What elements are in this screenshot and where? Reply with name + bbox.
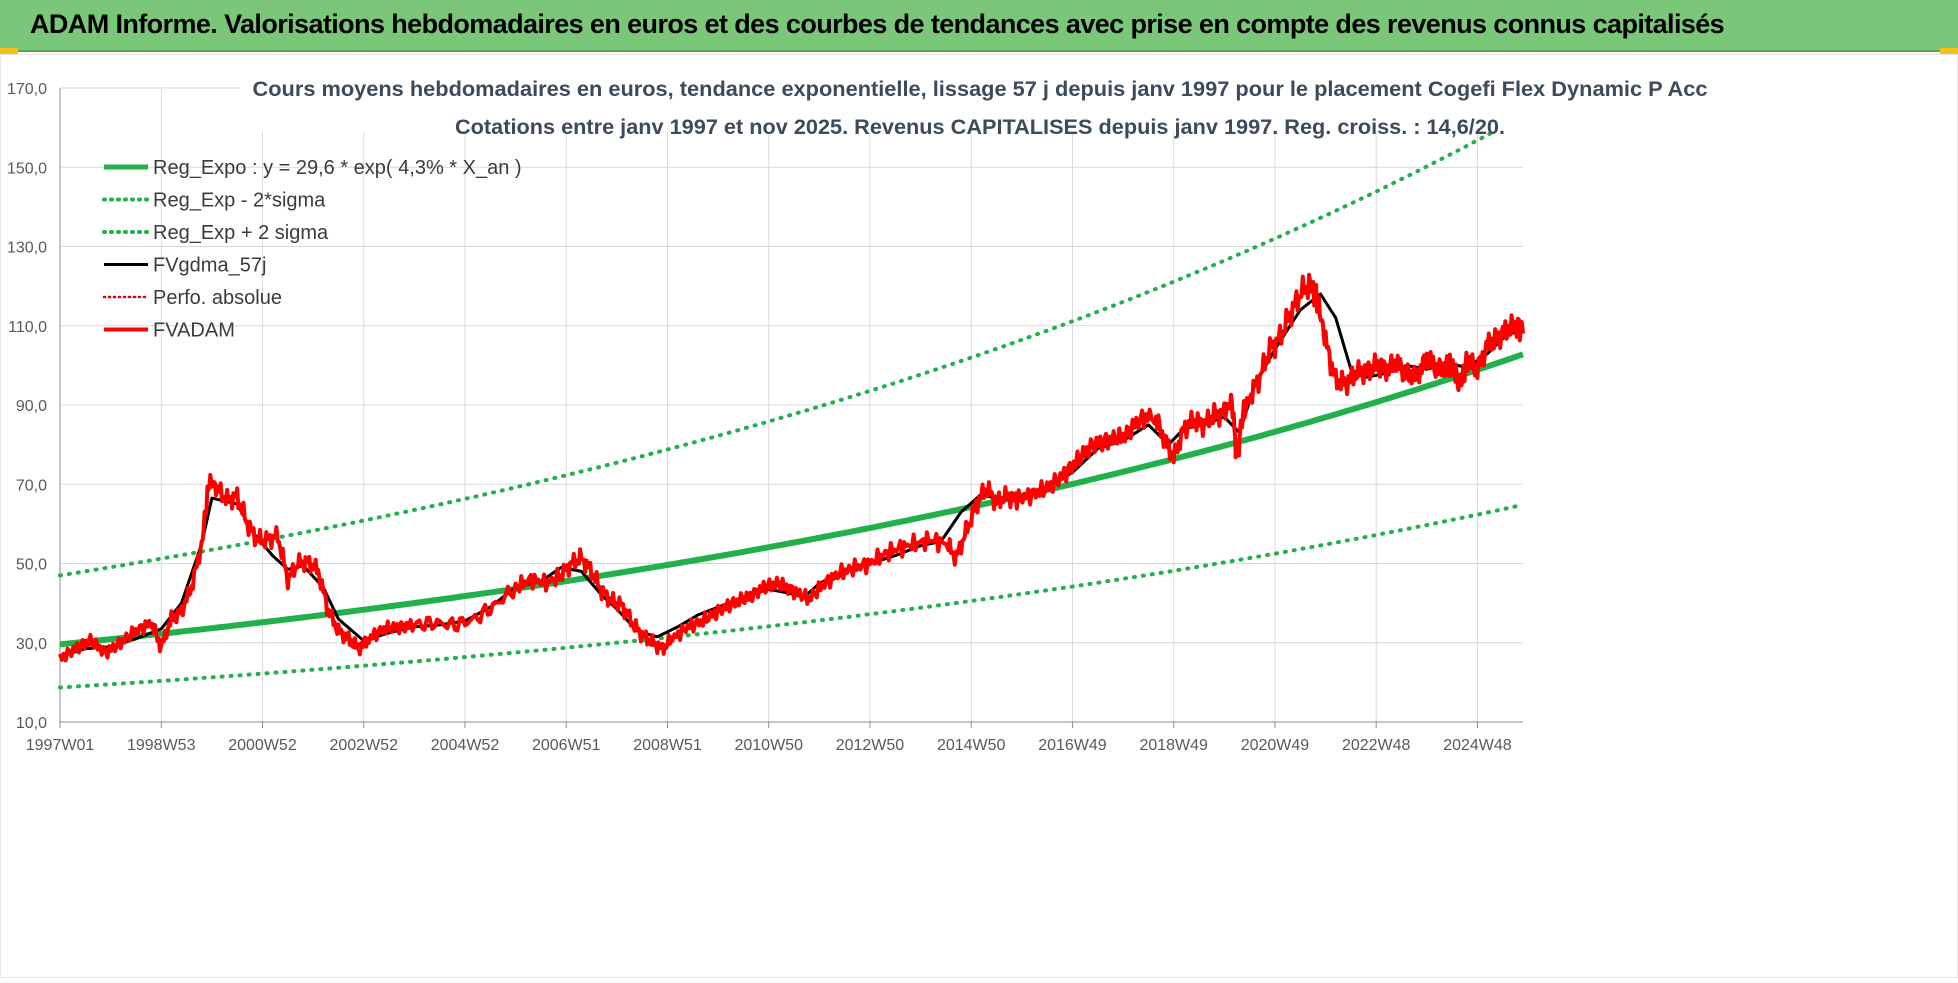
x-tick-label: 1997W01 xyxy=(26,737,95,754)
x-tick-label: 2012W50 xyxy=(836,737,905,754)
legend-item[interactable]: Reg_Exp - 2*sigma xyxy=(102,190,326,212)
legend-label: Reg_Exp + 2 sigma xyxy=(153,222,329,244)
series-reg-expo xyxy=(59,351,1524,648)
legend[interactable]: Reg_Expo : y = 29,6 * exp( 4,3% * X_an )… xyxy=(102,157,522,342)
x-tick-label: 2008W51 xyxy=(633,737,702,754)
x-tick-label: 2016W49 xyxy=(1038,737,1107,754)
legend-item[interactable]: Reg_Expo : y = 29,6 * exp( 4,3% * X_an ) xyxy=(104,157,522,179)
y-tick-label: 150,0 xyxy=(7,160,47,177)
y-tick-label: 70,0 xyxy=(16,477,47,494)
banner: ADAM Informe. Valorisations hebdomadaire… xyxy=(0,0,1958,52)
x-tick-label: 2018W49 xyxy=(1139,737,1208,754)
x-tick-label: 2020W49 xyxy=(1241,737,1310,754)
series-reg-minus-2sigma xyxy=(58,502,1525,690)
x-tick-label: 2002W52 xyxy=(329,737,398,754)
legend-item[interactable]: Reg_Exp + 2 sigma xyxy=(102,222,329,244)
y-tick-label: 30,0 xyxy=(16,636,47,653)
legend-label: FVgdma_57j xyxy=(153,255,266,277)
corner-marker-left xyxy=(0,48,18,54)
legend-label: Reg_Exp - 2*sigma xyxy=(153,190,326,212)
y-tick-label: 90,0 xyxy=(16,398,47,415)
legend-label: Perfo. absolue xyxy=(153,287,282,309)
chart-title-line1: Cours moyens hebdomadaires en euros, ten… xyxy=(253,78,1708,101)
series-layer xyxy=(58,113,1525,690)
x-tick-label: 2004W52 xyxy=(431,737,500,754)
corner-marker-right xyxy=(1940,48,1958,54)
banner-title: ADAM Informe. Valorisations hebdomadaire… xyxy=(30,9,1725,39)
series-reg-plus-2sigma xyxy=(58,113,1525,578)
x-tick-label: 2010W50 xyxy=(734,737,803,754)
chart-title-line2: Cotations entre janv 1997 et nov 2025. R… xyxy=(455,116,1505,139)
y-tick-label: 130,0 xyxy=(7,240,47,257)
x-tick-label: 2014W50 xyxy=(937,737,1006,754)
y-tick-label: 10,0 xyxy=(16,715,47,732)
x-tick-label: 2024W48 xyxy=(1443,737,1512,754)
chart-frame xyxy=(0,53,1958,979)
legend-item[interactable]: Perfo. absolue xyxy=(102,287,282,309)
y-tick-label: 170,0 xyxy=(7,81,47,98)
chart: 170,0 150,0 130,0 110,0 90,0 70,0 50,0 30,0 10,0… xyxy=(0,53,1958,979)
x-tick-label: 2000W52 xyxy=(228,737,297,754)
legend-label: Reg_Expo : y = 29,6 * exp( 4,3% * X_an ) xyxy=(153,157,522,179)
y-axis-ticks: 170,0 150,0 130,0 110,0 90,0 70,0 50,0 30,0 10,0 xyxy=(7,81,47,732)
title-background xyxy=(240,74,1720,132)
y-tick-label: 50,0 xyxy=(16,557,47,574)
y-tick-label: 110,0 xyxy=(8,319,47,336)
x-tick-label: 1998W53 xyxy=(127,737,196,754)
x-tick-label: 2006W51 xyxy=(532,737,601,754)
legend-item[interactable]: FVADAM xyxy=(104,320,235,342)
x-tick-label: 2022W48 xyxy=(1342,737,1411,754)
x-axis-ticks: 1997W01 1998W53 2000W52 2002W52 2004W52 2006W… xyxy=(26,737,1512,754)
legend-item[interactable]: FVgdma_57j xyxy=(104,255,266,277)
legend-label: FVADAM xyxy=(153,320,235,342)
series-fvadam xyxy=(58,272,1525,663)
chart-container: 170,0 150,0 130,0 110,0 90,0 70,0 50,0 30,0 10,0… xyxy=(0,53,1958,979)
